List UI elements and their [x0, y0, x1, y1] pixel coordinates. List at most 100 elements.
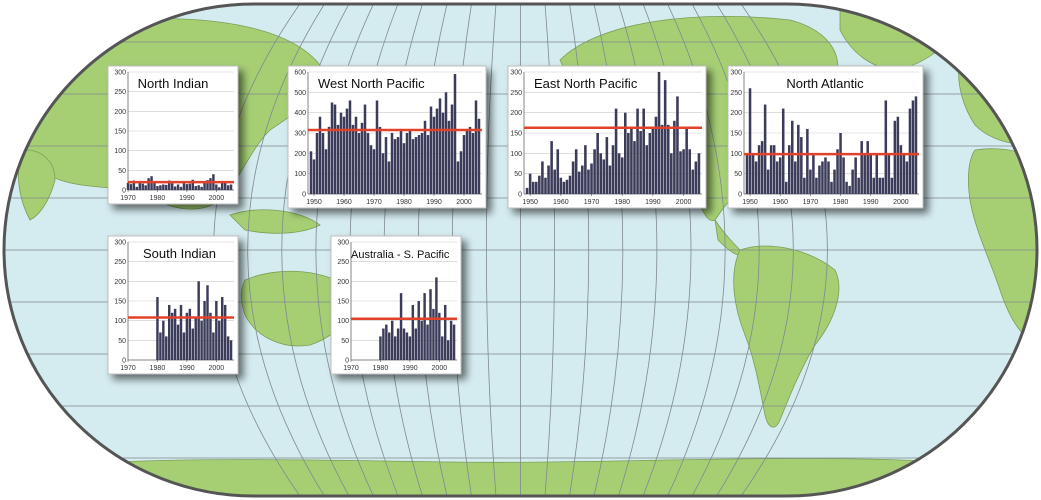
bar — [639, 130, 642, 194]
bar — [399, 128, 403, 194]
bar — [215, 184, 218, 190]
y-tick-label: 100 — [730, 151, 742, 158]
bar — [391, 320, 394, 360]
bar — [854, 157, 857, 194]
chart-title: North Atlantic — [786, 76, 864, 91]
bar — [162, 320, 165, 360]
bar — [221, 181, 224, 190]
bar — [836, 149, 839, 194]
india-landmass — [17, 149, 56, 221]
x-tick-label: 1960 — [553, 199, 569, 206]
chart-panel-south-indian: 0 50 100 150 200 250 300 1970 1980 1990 2000 South … — [107, 235, 239, 375]
bar — [390, 133, 394, 194]
y-tick-label: 300 — [510, 70, 522, 77]
bar — [345, 108, 349, 194]
bar — [851, 169, 854, 194]
bar — [784, 181, 788, 194]
x-tick-label: 2000 — [209, 195, 225, 202]
bar — [824, 157, 827, 194]
panel-frame: 0 50 100 150 200 250 300 1970 1980 1990 2000 South … — [107, 235, 239, 375]
y-tick-label: 250 — [730, 90, 742, 97]
bar — [348, 100, 352, 194]
bar — [420, 320, 423, 360]
bar — [360, 122, 364, 194]
bar — [633, 141, 636, 194]
bar — [908, 108, 912, 194]
bar — [393, 336, 397, 360]
bar — [863, 153, 866, 194]
bar — [168, 180, 171, 190]
bar — [809, 169, 812, 194]
bar — [670, 153, 673, 194]
bar — [788, 145, 791, 194]
bar — [685, 126, 688, 194]
bar — [426, 135, 430, 194]
bar — [396, 137, 400, 194]
panel-frame: 0 50 100 150 200 250 300 1950 1960 1970 1980 1990 20… — [727, 65, 924, 209]
bar — [414, 328, 417, 360]
bar — [447, 120, 451, 194]
bar — [791, 120, 794, 194]
bar — [381, 153, 385, 194]
bar — [405, 332, 409, 360]
bar — [411, 139, 415, 194]
bar — [848, 185, 851, 194]
bar — [857, 177, 860, 194]
bar — [827, 161, 830, 194]
x-tick-label: 1990 — [179, 195, 195, 202]
bar — [339, 112, 343, 194]
bar — [760, 141, 764, 194]
bar — [408, 336, 412, 360]
bar — [200, 186, 203, 190]
x-tick-label: 1990 — [402, 365, 418, 372]
bar — [168, 304, 171, 360]
bar — [697, 153, 701, 194]
bar — [818, 165, 821, 194]
bar — [663, 80, 667, 194]
bar — [165, 184, 168, 190]
y-tick-label: 250 — [114, 259, 126, 266]
x-tick-label: 2000 — [432, 365, 448, 372]
southeast-asia-islands — [229, 209, 321, 234]
y-tick-label: 50 — [118, 168, 126, 175]
bar — [623, 112, 627, 194]
bar — [138, 181, 141, 190]
bar — [559, 177, 563, 194]
y-tick-label: 100 — [510, 151, 522, 158]
bar — [429, 289, 432, 360]
x-tick-label: 2000 — [209, 365, 225, 372]
x-tick-label: 1980 — [396, 199, 412, 206]
bar — [132, 180, 136, 190]
bar — [336, 124, 340, 194]
bar — [544, 177, 547, 194]
bar — [229, 184, 233, 190]
bar — [179, 304, 183, 360]
x-tick-label: 1970 — [584, 199, 600, 206]
bar — [432, 116, 436, 194]
bar — [229, 340, 233, 360]
y-tick-label: 50 — [734, 171, 742, 178]
bar — [581, 165, 584, 194]
y-tick-label: 250 — [114, 89, 126, 96]
x-tick-label: 1970 — [120, 365, 136, 372]
bar — [651, 128, 655, 194]
bar — [830, 181, 833, 194]
bar — [459, 151, 463, 194]
panel-frame: 0 50 100 150 200 250 300 1970 1980 1990 2000 Austra… — [330, 235, 462, 375]
bar — [528, 173, 532, 194]
bar — [194, 186, 197, 190]
bar — [688, 149, 692, 194]
bar — [553, 169, 556, 194]
y-tick-label: 0 — [738, 192, 742, 199]
bar — [769, 145, 773, 194]
bar — [657, 72, 661, 194]
bar — [444, 92, 448, 194]
bar — [884, 100, 888, 194]
chart-title: North Indian — [138, 76, 209, 91]
bar — [608, 165, 612, 194]
x-tick-label: 2000 — [893, 199, 909, 206]
south-america-landmass — [733, 245, 840, 428]
bar — [571, 161, 575, 194]
bar — [188, 183, 192, 190]
y-tick-label: 400 — [294, 110, 306, 117]
